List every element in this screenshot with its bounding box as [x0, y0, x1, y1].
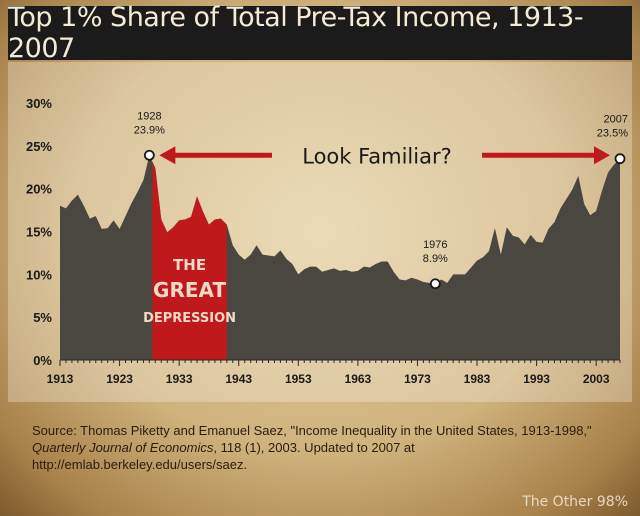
great-depression-label-1: GREAT	[153, 278, 226, 302]
x-tick-label: 1943	[225, 372, 252, 386]
annotation-value-1976: 8.9%	[423, 253, 448, 265]
x-tick-label: 1933	[166, 372, 193, 386]
arrow-shaft-left	[173, 152, 272, 158]
y-tick-label: 15%	[26, 225, 52, 240]
annotation-year-1976: 1976	[423, 239, 447, 251]
arrow-shaft-right	[482, 152, 596, 158]
y-tick-label: 30%	[26, 96, 52, 111]
annotation-value-1928: 23.9%	[134, 124, 165, 136]
arrow-head-left	[159, 146, 176, 165]
annotation-value-2007: 23.5%	[597, 128, 628, 140]
annotation-marker-2007	[614, 153, 626, 165]
x-tick-label: 1923	[106, 372, 133, 386]
x-tick-label: 1973	[404, 372, 431, 386]
x-tick-label: 1953	[285, 372, 312, 386]
area-chart: THE GREAT DEPRESSION 1913 1923 1933 1943 1953 19…	[8, 62, 632, 402]
source-journal: Quarterly Journal of Economics	[32, 440, 214, 455]
source-suffix: , 118 (1), 2003. Updated to 2007 at http…	[32, 440, 415, 472]
source-prefix: Source: Thomas Piketty and Emanuel Saez,…	[32, 423, 592, 438]
y-tick-label: 20%	[26, 182, 52, 197]
y-tick-label: 0%	[33, 353, 52, 368]
arrow-label: Look Familiar?	[302, 144, 452, 168]
y-tick-label: 10%	[26, 267, 52, 282]
y-tick-label: 5%	[33, 310, 52, 325]
credit-watermark: The Other 98%	[522, 494, 628, 510]
great-depression-label-0: THE	[173, 256, 206, 274]
annotation-marker-1976	[429, 278, 441, 290]
x-tick-label: 1913	[47, 372, 74, 386]
x-tick-label: 2003	[583, 372, 610, 386]
x-tick-label: 1983	[464, 372, 491, 386]
chart-title: Top 1% Share of Total Pre-Tax Income, 19…	[8, 2, 632, 64]
x-tick-label: 1993	[523, 372, 550, 386]
annotation-year-1928: 1928	[137, 110, 161, 122]
y-tick-label: 25%	[26, 139, 52, 154]
source-note: Source: Thomas Piketty and Emanuel Saez,…	[32, 422, 612, 473]
great-depression-label-2: DEPRESSION	[143, 311, 236, 326]
great-depression-highlight	[152, 161, 227, 360]
x-tick-label: 1963	[345, 372, 372, 386]
annotation-year-2007: 2007	[604, 114, 628, 126]
annotation-marker-1928	[143, 149, 155, 161]
arrow-head-right	[594, 146, 610, 165]
